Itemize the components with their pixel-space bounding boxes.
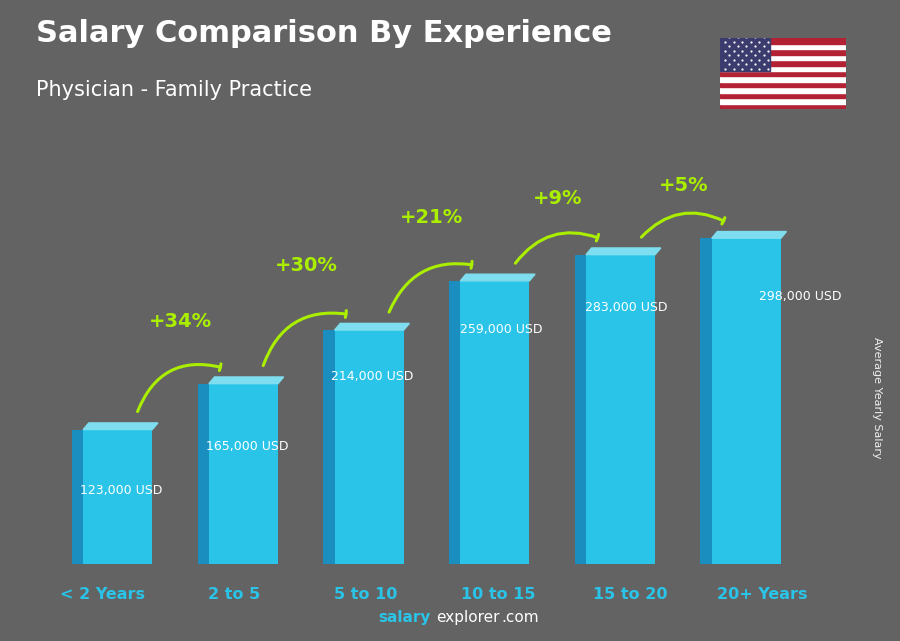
Text: 2 to 5: 2 to 5	[208, 587, 260, 601]
Bar	[720, 76, 846, 82]
Polygon shape	[712, 231, 787, 238]
Text: +9%: +9%	[533, 189, 582, 208]
Bar	[720, 65, 846, 71]
Bar	[720, 87, 846, 93]
Polygon shape	[586, 248, 661, 254]
Bar	[720, 71, 846, 76]
Bar	[720, 49, 846, 54]
Text: 298,000 USD: 298,000 USD	[759, 290, 842, 303]
Bar	[323, 330, 335, 564]
Text: < 2 Years: < 2 Years	[59, 587, 145, 601]
Text: explorer: explorer	[436, 610, 500, 625]
Polygon shape	[460, 274, 536, 281]
Text: +21%: +21%	[400, 208, 464, 228]
Text: 5 to 10: 5 to 10	[334, 587, 398, 601]
Bar	[720, 98, 846, 104]
Text: 214,000 USD: 214,000 USD	[331, 370, 414, 383]
Text: 283,000 USD: 283,000 USD	[585, 301, 668, 313]
Text: 10 to 15: 10 to 15	[461, 587, 536, 601]
Bar	[720, 38, 770, 71]
Bar	[197, 384, 209, 564]
Bar	[720, 54, 846, 60]
Text: Physician - Family Practice: Physician - Family Practice	[36, 80, 312, 100]
Text: .com: .com	[501, 610, 539, 625]
Bar	[720, 104, 846, 109]
Bar	[720, 44, 846, 49]
Text: +30%: +30%	[274, 256, 338, 275]
Text: Salary Comparison By Experience: Salary Comparison By Experience	[36, 19, 612, 48]
Bar	[83, 429, 152, 564]
Bar	[700, 238, 712, 564]
Bar	[72, 429, 83, 564]
Text: 259,000 USD: 259,000 USD	[460, 322, 542, 335]
Bar	[720, 38, 846, 44]
Polygon shape	[83, 423, 158, 429]
Text: +5%: +5%	[659, 176, 708, 195]
Polygon shape	[335, 324, 410, 330]
Text: +34%: +34%	[149, 312, 212, 331]
Text: Average Yearly Salary: Average Yearly Salary	[872, 337, 883, 458]
Bar	[712, 238, 781, 564]
Bar	[720, 60, 846, 65]
Polygon shape	[209, 377, 284, 384]
Bar	[335, 330, 404, 564]
Bar	[586, 254, 655, 564]
Bar	[209, 384, 278, 564]
Text: 165,000 USD: 165,000 USD	[206, 440, 288, 453]
Bar	[575, 254, 586, 564]
Bar	[720, 93, 846, 98]
Text: 15 to 20: 15 to 20	[593, 587, 667, 601]
Bar	[460, 281, 529, 564]
Bar	[449, 281, 460, 564]
Bar	[720, 82, 846, 87]
Text: 20+ Years: 20+ Years	[716, 587, 807, 601]
Text: salary: salary	[378, 610, 430, 625]
Text: 123,000 USD: 123,000 USD	[80, 483, 162, 497]
